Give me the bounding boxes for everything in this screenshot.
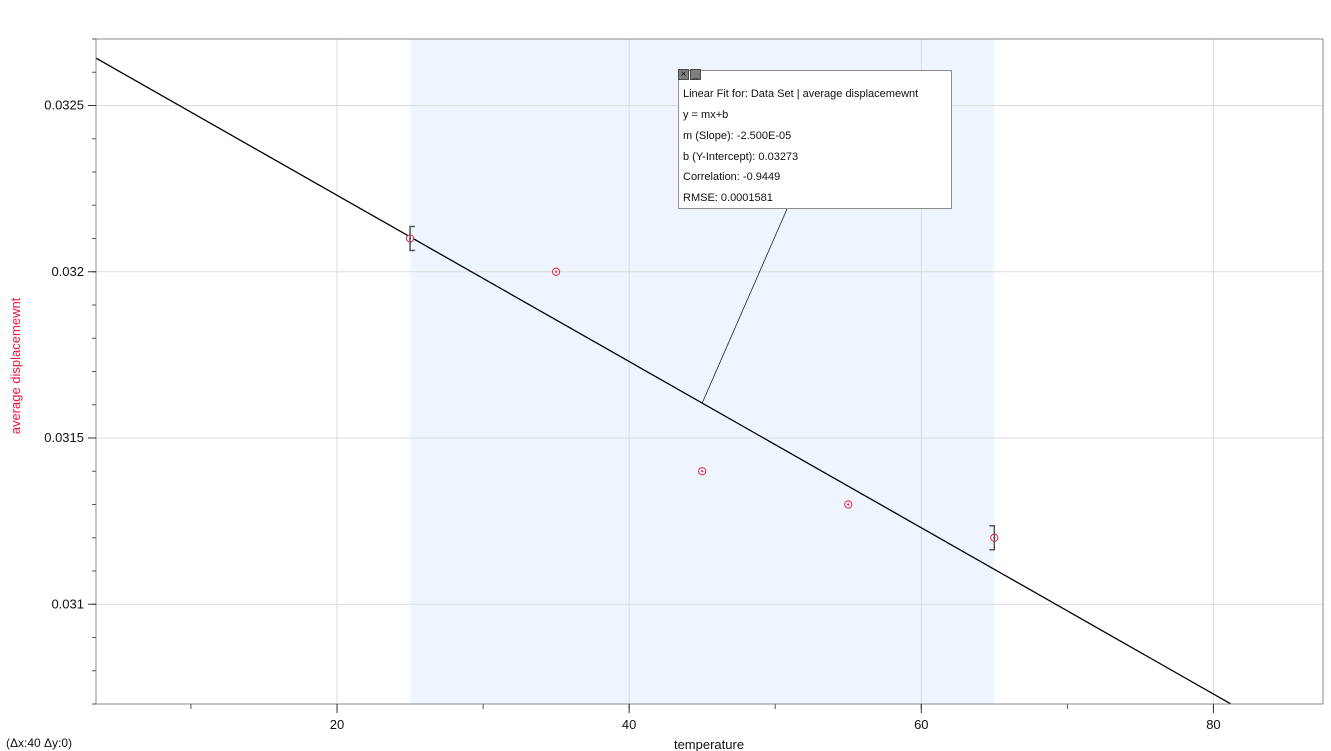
x-axis-label: temperature	[674, 737, 744, 751]
axes	[88, 38, 1324, 713]
delta-readout: (Δx:40 Δy:0)	[6, 736, 73, 750]
fit-connector-layer	[701, 208, 788, 404]
data-point	[552, 267, 561, 276]
y-axis-label: average displacemewnt	[8, 297, 23, 434]
x-tick-label: 80	[1206, 717, 1220, 732]
close-icon[interactable]: ×	[678, 69, 689, 80]
fit-equation: y = mx+b	[683, 109, 729, 121]
data-point	[698, 467, 707, 476]
fit-title: Linear Fit for: Data Set | average displ…	[683, 88, 919, 100]
linear-fit-box[interactable]: × _ Linear Fit for: Data Set | average d…	[678, 69, 952, 209]
selection-bracket-left	[409, 225, 416, 252]
x-tick-label: 60	[914, 717, 928, 732]
fit-line	[96, 57, 1233, 704]
fit-line-layer	[96, 57, 1233, 704]
data-point-dot	[847, 503, 850, 506]
y-tick-label: 0.0315	[44, 430, 84, 445]
fit-rmse: RMSE: 0.0001581	[683, 192, 773, 204]
fit-intercept: b (Y-Intercept): 0.03273	[683, 151, 799, 163]
y-tick-label: 0.031	[51, 596, 84, 611]
tick-labels: 0.031 0.0315 0.032 0.0325 20 40 60 80	[44, 98, 1220, 733]
data-point	[844, 500, 853, 509]
fit-correlation: Correlation: -0.9449	[683, 171, 781, 183]
fit-connector	[701, 208, 788, 404]
data-point-dot	[555, 270, 558, 273]
x-tick-label: 40	[622, 717, 636, 732]
y-tick-label: 0.0325	[44, 98, 84, 113]
x-tick-label: 20	[330, 717, 344, 732]
minimize-icon[interactable]: _	[690, 69, 701, 80]
data-point-dot	[701, 470, 704, 473]
selection-bracket-right	[989, 525, 996, 551]
y-tick-label: 0.032	[51, 264, 84, 279]
fit-slope: m (Slope): -2.500E-05	[683, 130, 792, 142]
